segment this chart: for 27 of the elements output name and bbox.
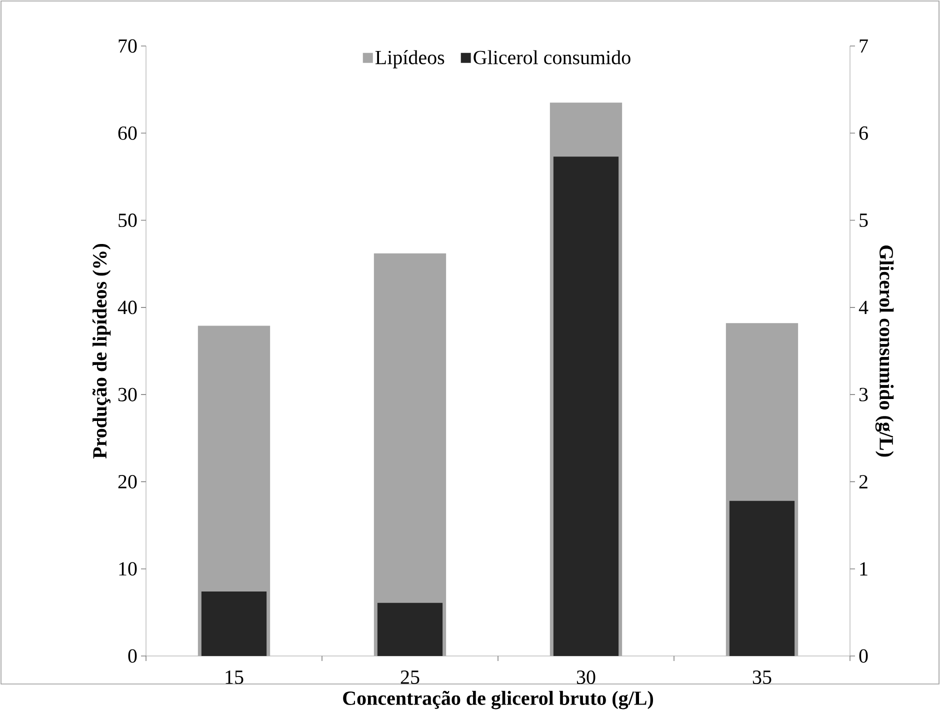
y-tick-label: 30 — [118, 388, 137, 402]
y2-axis-title: Glicerol consumido (g/L) — [875, 246, 894, 457]
x-tick-label: 25 — [400, 670, 420, 684]
y2-tick-label: 0 — [859, 649, 868, 663]
x-tick-label: 30 — [576, 670, 596, 684]
legend-label: Glicerol consumido — [474, 50, 630, 65]
y-tick-label: 40 — [118, 300, 137, 314]
y-tick-label: 0 — [128, 649, 137, 663]
y-tick-label: 20 — [118, 475, 137, 489]
y-tick-label: 50 — [118, 214, 137, 228]
bar — [377, 603, 443, 656]
y2-tick-label: 5 — [860, 214, 868, 228]
y2-tick-label: 2 — [859, 475, 868, 489]
y2-tick-label: 7 — [860, 40, 868, 53]
y-tick-label: 70 — [118, 39, 137, 53]
y-tick-label: 60 — [118, 126, 137, 140]
y2-tick-label: 6 — [859, 126, 868, 140]
y2-tick-label: 1 — [860, 562, 868, 576]
x-tick-label: 35 — [752, 670, 772, 684]
y2-tick-label: 4 — [858, 301, 868, 314]
x-axis-title: Concentração de glicerol bruto (g/L) — [343, 691, 654, 710]
y2-tick-label: 3 — [859, 388, 868, 402]
bar — [201, 592, 267, 656]
legend-label: Lipídeos — [375, 50, 444, 69]
y-axis-title: Produção de lipídeos (%) — [92, 244, 111, 459]
y-tick-label: 10 — [119, 562, 137, 576]
x-tick-label: 15 — [226, 670, 244, 684]
